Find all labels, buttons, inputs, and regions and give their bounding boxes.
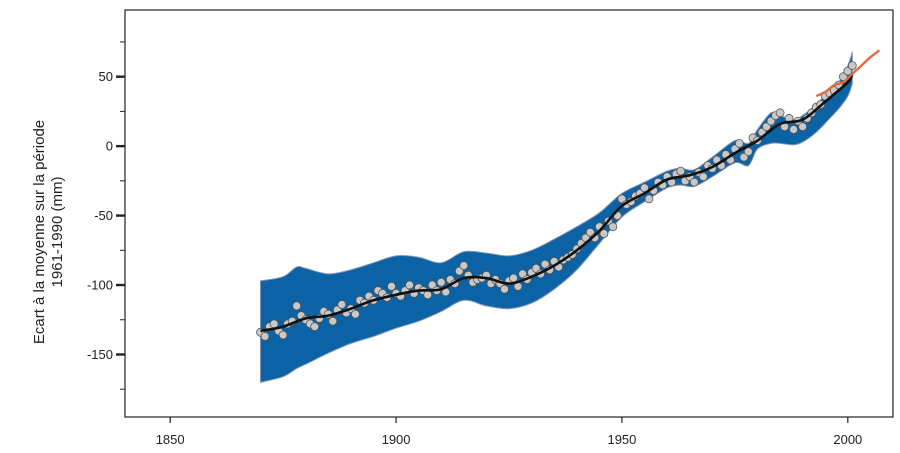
data-point [436, 277, 446, 287]
data-point [328, 316, 338, 326]
data-point [689, 177, 699, 187]
data-point [350, 309, 360, 319]
y-tick-label: -100 [87, 278, 113, 293]
data-point [775, 108, 785, 118]
data-point [459, 261, 469, 271]
data-point [423, 290, 433, 300]
data-point [500, 284, 509, 294]
smoothed-series-line [260, 73, 854, 333]
data-point [608, 222, 618, 232]
data-point [617, 194, 627, 204]
data-point [789, 125, 798, 134]
data-point [735, 138, 744, 148]
y-axis-title-line-2: 1961-1990 (mm) [49, 177, 66, 288]
axes-layer: 50 0 -50 -100 -150 1850 1900 1950 2000 [87, 41, 862, 447]
data-point [337, 300, 347, 309]
data-point [676, 166, 686, 176]
data-point [698, 172, 708, 182]
data-point [640, 183, 649, 193]
data-point [269, 319, 279, 329]
data-point [540, 259, 550, 269]
y-tick-label: -150 [87, 347, 113, 362]
data-point [278, 330, 288, 340]
y-axis-title-line-1: Ecart à la moyenne sur la période [31, 120, 48, 344]
x-tick-label: 2000 [833, 432, 862, 447]
data-point [509, 273, 518, 283]
uncertainty-band [260, 51, 853, 383]
data-point [744, 147, 753, 157]
data-point [292, 301, 302, 311]
data-point [405, 280, 415, 290]
smooth-line-layer [260, 73, 854, 333]
data-point [260, 331, 270, 341]
y-tick-label: 50 [99, 69, 113, 84]
satellite-series-line [815, 49, 881, 98]
x-tick-label: 1950 [607, 432, 636, 447]
data-point [387, 281, 396, 291]
plot-frame [124, 9, 894, 418]
x-tick-label: 1900 [382, 432, 411, 447]
y-tick-label: 0 [106, 139, 113, 154]
uncertainty-band-layer [260, 51, 853, 383]
data-point [847, 61, 857, 70]
data-point [310, 322, 320, 332]
data-point [644, 194, 654, 204]
satellite-series-layer [815, 49, 881, 98]
data-point [798, 122, 807, 132]
y-tick-label: -50 [94, 208, 113, 223]
x-tick-label: 1850 [156, 432, 185, 447]
data-point [599, 229, 609, 239]
